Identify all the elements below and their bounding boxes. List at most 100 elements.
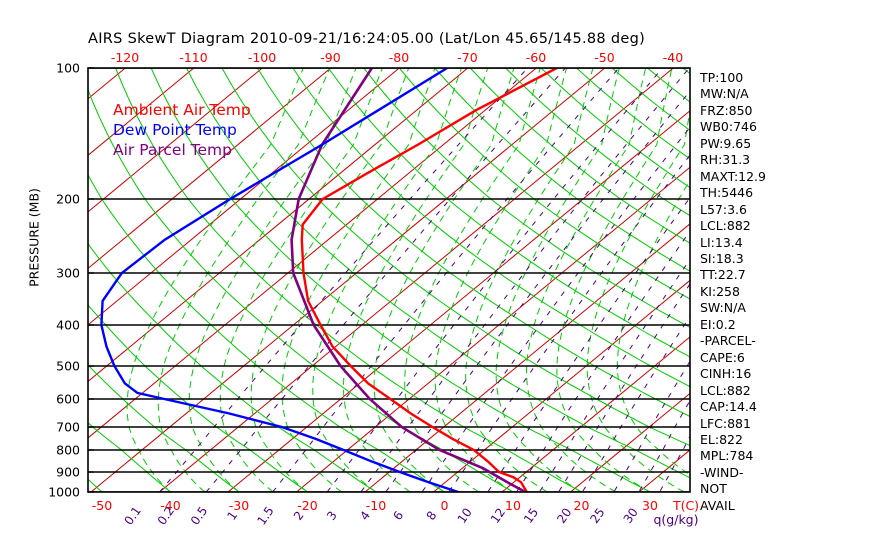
indices-panel: TP:100 MW:N/A FRZ:850 WB0:746 PW:9.65 RH:31.3… bbox=[700, 70, 860, 514]
mixing-ratio-line bbox=[326, 68, 663, 492]
pressure-tick-label: 300 bbox=[56, 266, 80, 281]
top-temp-tick-label: -40 bbox=[663, 50, 683, 65]
moist-adiabat-line bbox=[495, 68, 620, 492]
bottom-temp-tick-label: 30 bbox=[642, 498, 658, 513]
dry-adiabat-line bbox=[469, 68, 690, 244]
mixing-ratio-tick-label: 30 bbox=[621, 505, 641, 526]
bottom-temp-tick-label: 20 bbox=[574, 498, 590, 513]
mixing-ratio-line bbox=[421, 126, 690, 492]
moist-adiabat-line bbox=[157, 68, 331, 492]
index-line: PW:9.65 bbox=[700, 135, 752, 151]
moist-adiabat-line bbox=[434, 68, 568, 492]
bottom-temp-tick-label: -40 bbox=[160, 498, 180, 513]
mixing-ratio-tick-label-group: 30 bbox=[621, 505, 641, 526]
moist-adiabat-line bbox=[556, 68, 673, 492]
pressure-tick-label: 200 bbox=[56, 192, 80, 207]
mixing-ratio-tick-label: 10 bbox=[455, 505, 475, 526]
dry-adiabat-line bbox=[115, 68, 583, 492]
mixing-ratio-line bbox=[515, 230, 690, 492]
mixing-ratio-tick-label-group: 25 bbox=[587, 505, 607, 526]
dry-adiabat-line bbox=[505, 68, 690, 217]
isotherm-line bbox=[296, 166, 690, 492]
moist-adiabat-line bbox=[373, 68, 515, 492]
index-line: TT:22.7 bbox=[700, 267, 746, 283]
mixing-ratio-tick-label: 0.1 bbox=[122, 504, 144, 528]
isotherm-line bbox=[364, 223, 690, 492]
mixing-ratio-tick-label-group: 1.5 bbox=[254, 504, 276, 528]
top-temp-tick-label: -50 bbox=[594, 50, 614, 65]
index-line: FRZ:850 bbox=[700, 102, 753, 118]
isotherm-line bbox=[88, 68, 263, 213]
mixing-ratio-tick-label: 1.5 bbox=[254, 504, 276, 528]
index-line: EI:0.2 bbox=[700, 316, 736, 332]
index-line: EL:822 bbox=[700, 431, 743, 447]
index-line: SW:N/A bbox=[700, 300, 746, 316]
index-line: CAPE:6 bbox=[700, 349, 745, 365]
bottom-temp-tick-label: -50 bbox=[92, 498, 112, 513]
index-line: LCL:882 bbox=[700, 218, 751, 234]
mixing-ratio-tick-label-group: 8 bbox=[424, 509, 440, 523]
index-line: NOT bbox=[700, 481, 727, 497]
mixing-ratio-tick-label: 0.5 bbox=[188, 504, 210, 528]
mixing-ratio-line bbox=[360, 68, 690, 492]
index-line: MW:N/A bbox=[700, 86, 749, 102]
moist-adiabat-line bbox=[343, 68, 489, 492]
pressure-tick-label: 1000 bbox=[48, 485, 80, 500]
grid-lines bbox=[88, 68, 690, 492]
index-line: LFC:881 bbox=[700, 415, 751, 431]
index-line: L57:3.6 bbox=[700, 201, 747, 217]
series-legend: Ambient Air Temp Dew Point Temp Air Parc… bbox=[113, 100, 251, 160]
isotherm-line bbox=[227, 110, 690, 492]
dry-adiabat-line bbox=[434, 68, 690, 272]
legend-ambient-air-temp: Ambient Air Temp bbox=[113, 101, 251, 119]
moist-adiabat-line bbox=[616, 179, 690, 476]
pressure-tick-label: 700 bbox=[56, 420, 80, 435]
moist-adiabat-line bbox=[312, 68, 462, 492]
mixing-ratio-tick-label-group: 3 bbox=[324, 509, 340, 523]
mixing-ratio-line bbox=[385, 90, 690, 492]
index-line: MPL:784 bbox=[700, 448, 754, 464]
bottom-temp-tick-label: -20 bbox=[297, 498, 317, 513]
mixing-ratio-tick-label: 25 bbox=[587, 505, 607, 526]
mixing-ratio-tick-label: 6 bbox=[390, 509, 406, 523]
isotherm-line bbox=[88, 68, 537, 439]
pressure-tick-label: 400 bbox=[56, 318, 80, 333]
top-temp-tick-label: -110 bbox=[179, 50, 207, 65]
moist-adiabat-line bbox=[525, 68, 647, 492]
isotherm-line bbox=[88, 68, 400, 326]
dry-adiabat-line bbox=[292, 68, 690, 388]
legend-air-parcel-temp: Air Parcel Temp bbox=[113, 141, 232, 159]
x-axis-mixing-ratio-label: q(g/kg) bbox=[653, 512, 698, 527]
index-line: MAXT:12.9 bbox=[700, 168, 766, 184]
mixing-ratio-tick-label: 3 bbox=[324, 509, 340, 523]
index-line: -PARCEL- bbox=[700, 333, 756, 349]
pressure-tick-label: 900 bbox=[56, 465, 80, 480]
bottom-temp-tick-label: 10 bbox=[505, 498, 521, 513]
mixing-ratio-line bbox=[538, 258, 690, 492]
dry-adiabat-line bbox=[540, 68, 690, 189]
series-ambient-air-temp bbox=[300, 68, 558, 492]
mixing-ratio-tick-label-group: 0.5 bbox=[188, 504, 210, 528]
dry-adiabat-line bbox=[88, 304, 309, 492]
top-temp-tick-label: -80 bbox=[389, 50, 409, 65]
dry-adiabat-line bbox=[256, 68, 690, 418]
series-air-parcel-temp bbox=[290, 68, 529, 492]
top-temp-tick-label: -120 bbox=[111, 50, 139, 65]
index-line: TP:100 bbox=[700, 70, 744, 85]
index-line: KI:258 bbox=[700, 283, 740, 299]
index-line: AVAIL bbox=[700, 497, 735, 513]
data-curves bbox=[100, 68, 558, 492]
mixing-ratio-line bbox=[557, 283, 690, 492]
x-axis-temp-label: T(C) bbox=[672, 498, 699, 513]
plot-frame bbox=[87, 67, 691, 493]
moist-adiabat-line bbox=[404, 68, 541, 492]
mixing-ratio-line bbox=[581, 315, 690, 492]
bottom-temp-tick-label: -10 bbox=[366, 498, 386, 513]
mixing-ratio-line bbox=[487, 196, 690, 492]
mixing-ratio-tick-label: 20 bbox=[554, 505, 574, 526]
dry-adiabat-line bbox=[88, 478, 103, 492]
legend-dew-point-temp: Dew Point Temp bbox=[113, 121, 237, 139]
index-line: CINH:16 bbox=[700, 366, 752, 382]
pressure-tick-label: 600 bbox=[56, 392, 80, 407]
